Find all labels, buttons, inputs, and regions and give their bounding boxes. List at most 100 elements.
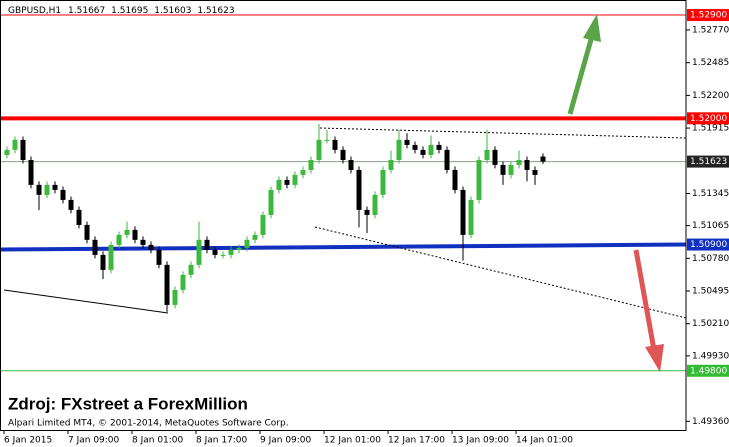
candle-body [332, 139, 338, 150]
price-label: 1.52000 [690, 114, 727, 124]
candle-body [356, 169, 362, 210]
candle-body [484, 149, 490, 160]
candle-body [420, 149, 426, 155]
candle-body [124, 229, 130, 235]
candle-body [468, 199, 474, 235]
candle-body [100, 254, 106, 270]
price-label-bg [687, 155, 729, 168]
plot-area: 1.52770 1.52485 1.52200 1.51915 1.51345 1.510… [0, 9, 729, 446]
candle-body [164, 264, 170, 305]
candle-body [220, 254, 226, 256]
candle-body [252, 234, 258, 240]
candle-body [36, 184, 42, 195]
y-tick-label: 1.50210 [692, 319, 729, 329]
candle-body [444, 149, 450, 170]
candle-body [300, 169, 306, 175]
candle-body [156, 249, 162, 265]
candle-body [452, 169, 458, 190]
candle-body [476, 159, 482, 200]
x-tick-label: 13 Jan 09:00 [452, 436, 509, 446]
candle-body [396, 139, 402, 160]
x-tick-label: 12 Jan 01:00 [324, 436, 381, 446]
price-label-bg [687, 364, 729, 377]
candle-body [436, 144, 442, 150]
candle-body [340, 149, 346, 160]
candle-body [196, 239, 202, 265]
candle-body [76, 209, 82, 225]
candle-body [348, 159, 354, 170]
x-tick-label: 8 Jan 01:00 [132, 436, 184, 446]
candle-body [540, 156, 546, 162]
candle-body [212, 249, 218, 255]
x-tick-label: 6 Jan 2015 [4, 436, 52, 446]
candle-body [172, 289, 178, 305]
price-label: 1.50900 [690, 240, 727, 250]
candle-body [132, 229, 138, 240]
candle-body [12, 139, 18, 150]
candle-body [284, 179, 290, 185]
price-label: 1.49800 [690, 366, 727, 376]
candle-body [180, 274, 186, 290]
y-tick-label: 1.51065 [692, 221, 729, 231]
candle-body [84, 224, 90, 240]
up-arrow [567, 14, 601, 115]
copyright: Alpari Limited MT4, © 2001-2014, MetaQuo… [8, 419, 289, 429]
price-label-bg [687, 9, 729, 22]
candle-body [276, 179, 282, 190]
candle-body [260, 214, 266, 235]
candle-body [204, 239, 210, 250]
candle-body [116, 234, 122, 245]
candle-body [4, 149, 10, 156]
source-text: Zdroj: FXstreet a ForexMillion [8, 394, 248, 413]
plot-border [0, 0, 687, 431]
y-tick-label: 1.52485 [692, 58, 729, 68]
candle-body [92, 239, 98, 255]
price-label-bg [687, 238, 729, 251]
candle-body [228, 249, 234, 255]
candle-body [492, 149, 498, 165]
candle-body [524, 159, 530, 170]
candle-body [508, 164, 514, 175]
y-tick-label: 1.51345 [692, 189, 729, 199]
candle-body [308, 159, 314, 170]
candle-body [380, 169, 386, 195]
candle-body [140, 239, 146, 245]
y-tick-label: 1.50780 [692, 254, 729, 264]
price-label: 1.52900 [690, 11, 727, 21]
candle-body [388, 159, 394, 170]
y-tick-label: 1.49360 [692, 417, 729, 427]
y-tick-label: 1.52770 [692, 25, 729, 35]
candle-body [364, 209, 370, 215]
candle-body [500, 164, 506, 175]
candle-body [188, 264, 194, 275]
candle-body [68, 199, 74, 210]
candle-body [244, 239, 250, 248]
candle-body [516, 159, 522, 165]
candle-body [292, 174, 298, 185]
candle-body [44, 184, 50, 195]
price-label-bg [687, 112, 729, 125]
y-tick-label: 1.51915 [692, 124, 729, 134]
candle-body [236, 247, 242, 250]
trend-line [3, 289, 169, 314]
candle-body [148, 244, 154, 250]
candle-body [52, 184, 58, 190]
candle-body [460, 189, 466, 235]
candle-body [404, 139, 410, 145]
candle-body [108, 244, 114, 270]
trend-line [319, 127, 687, 139]
candle-body [28, 159, 34, 185]
x-tick-label: 14 Jan 01:00 [516, 436, 573, 446]
candle-body [324, 139, 330, 141]
candle-body [60, 189, 66, 200]
level-line [0, 242, 687, 252]
chart-header: GBPUSD,H1 1.51667 1.51695 1.51603 1.5162… [8, 6, 235, 16]
candle-body [532, 169, 538, 175]
down-arrow [633, 249, 664, 372]
candle-body [316, 139, 322, 160]
y-tick-label: 1.50495 [692, 287, 729, 297]
candle-body [20, 139, 26, 160]
candles [4, 124, 546, 312]
